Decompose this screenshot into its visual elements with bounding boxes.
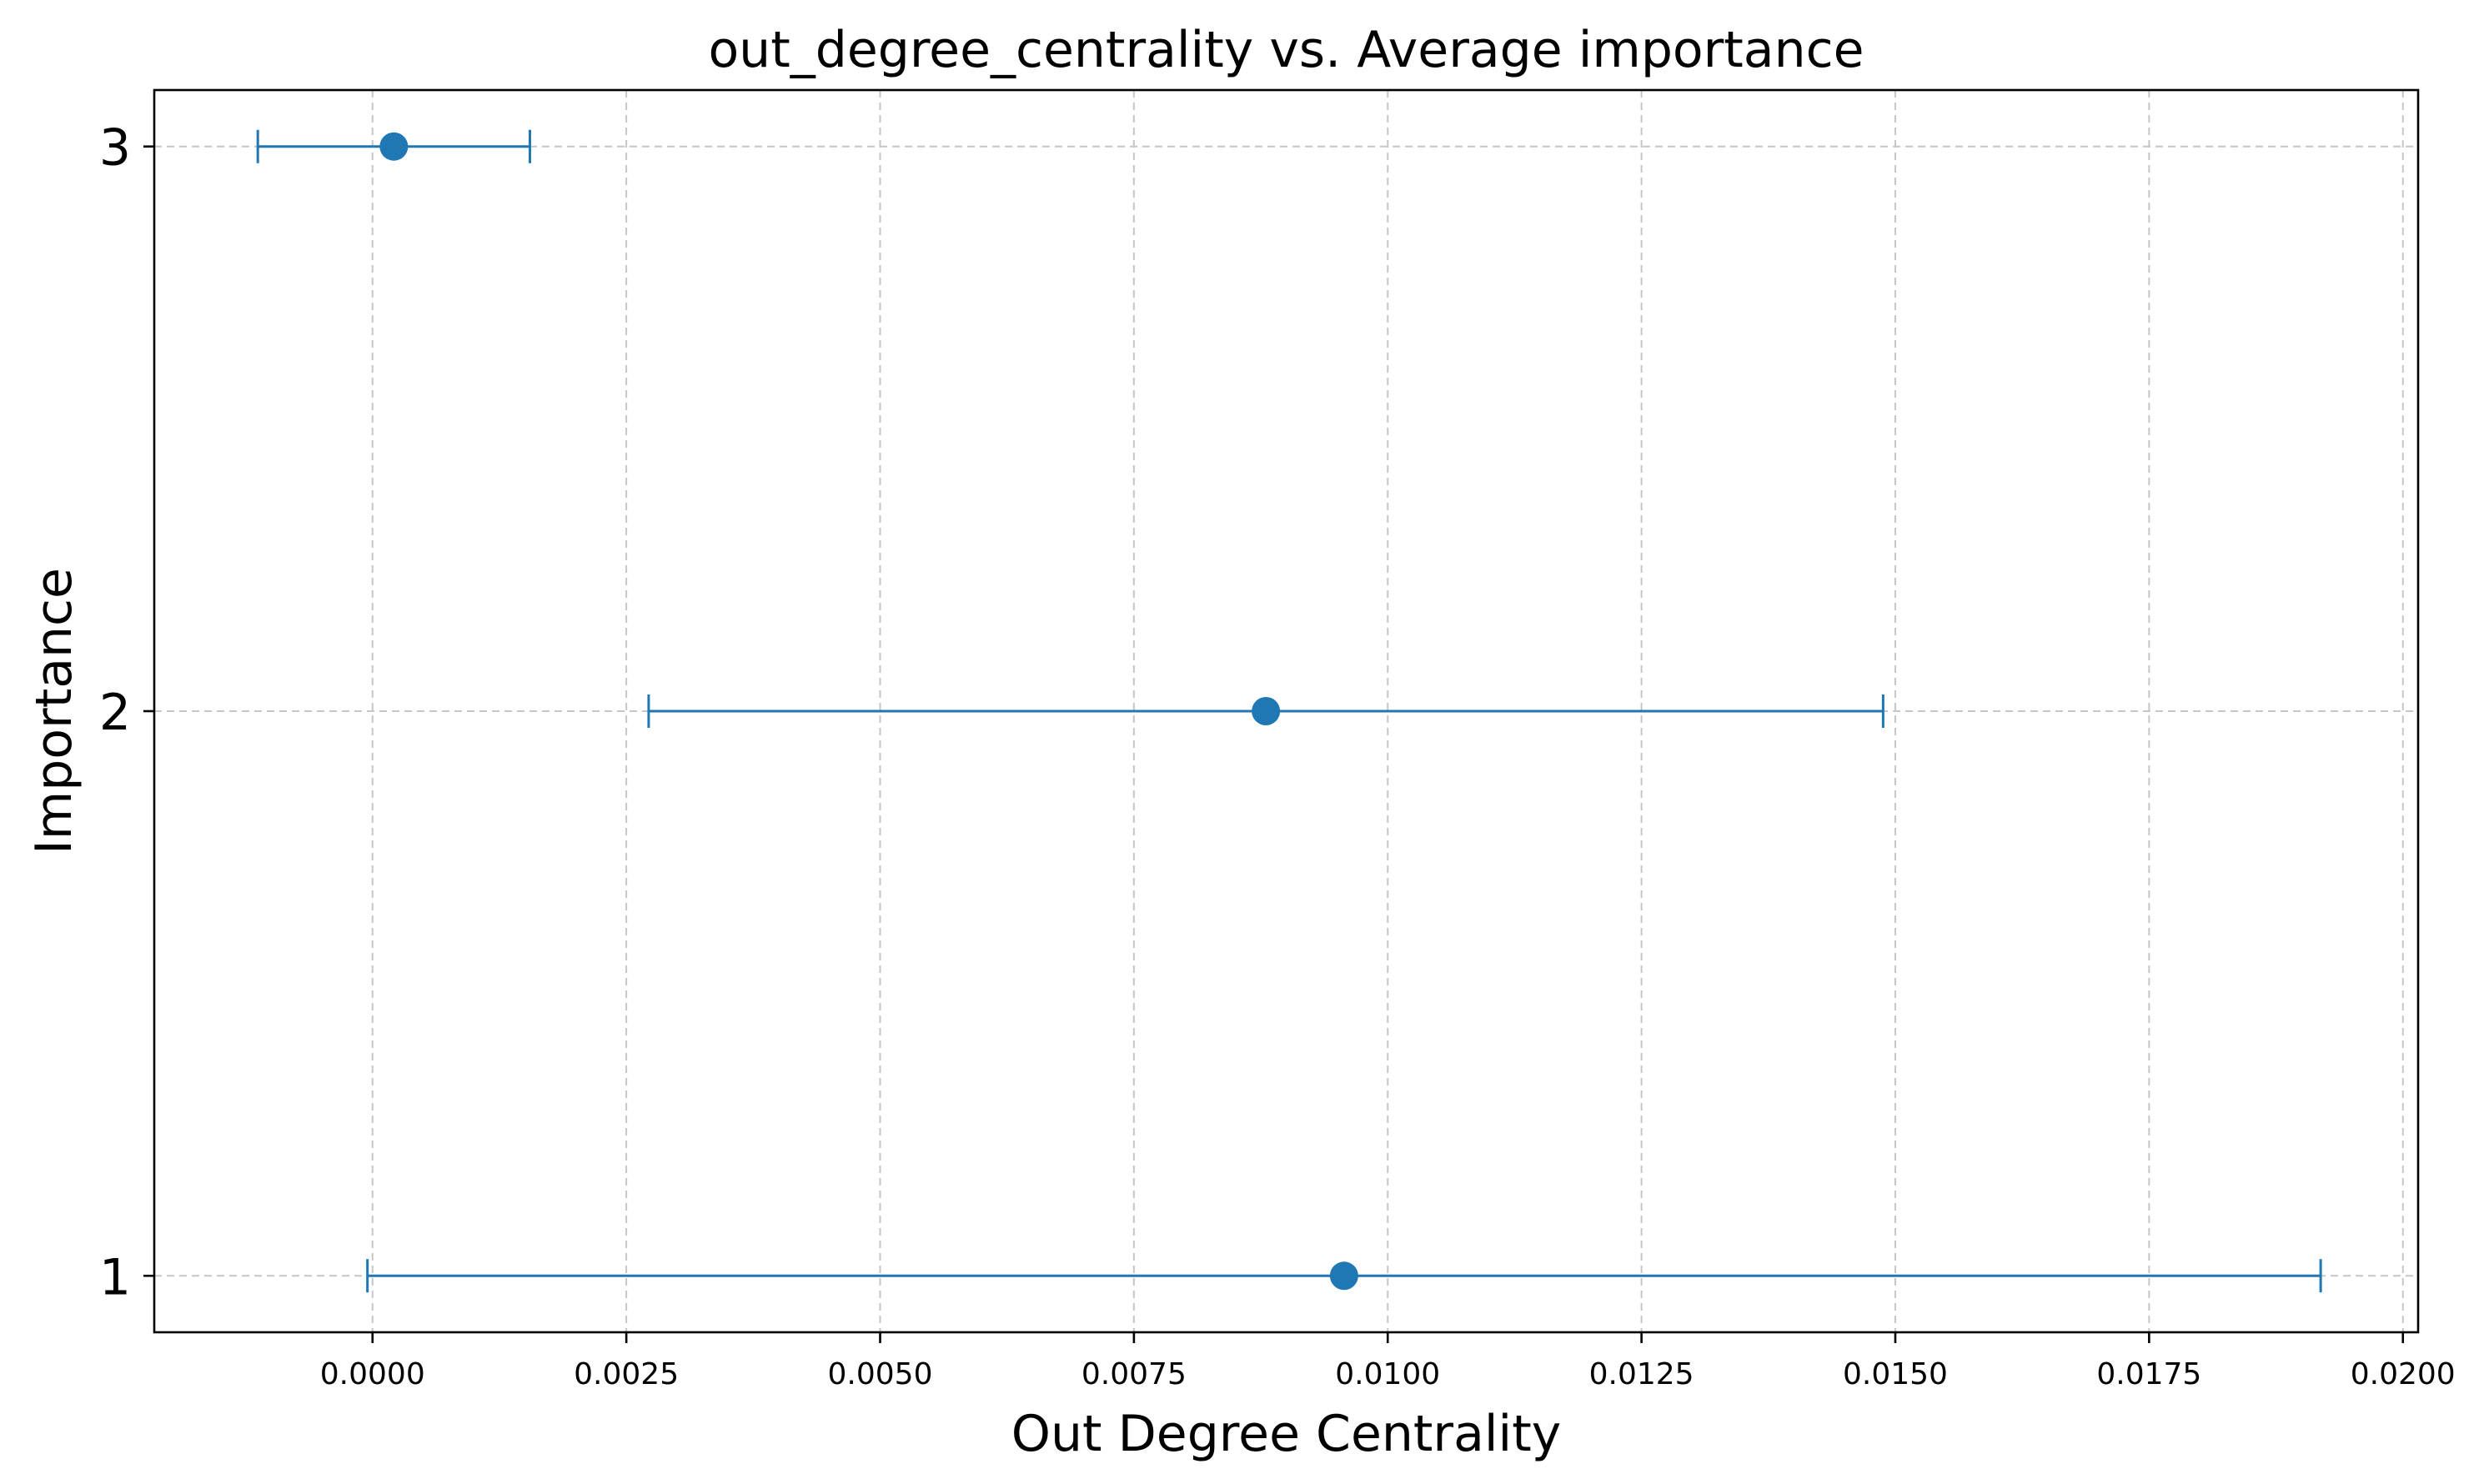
data-point: [1329, 1261, 1358, 1291]
x-tick-label: 0.0175: [2096, 1357, 2201, 1391]
x-tick-label: 0.0125: [1589, 1357, 1694, 1391]
y-axis-label: Importance: [25, 568, 83, 855]
ticks-layer: 0.0000 0.0025 0.0050 0.0075 0.0100 0.0125 0.01…: [99, 119, 2456, 1391]
data-point: [379, 132, 409, 161]
x-tick-label: 0.0150: [1843, 1357, 1948, 1391]
data-point: [1252, 697, 1281, 725]
x-tick-label: 0.0100: [1335, 1357, 1440, 1391]
x-tick-label: 0.0025: [574, 1357, 679, 1391]
x-tick-label: 0.0200: [2351, 1357, 2456, 1391]
y-tick-label: 2: [99, 684, 131, 742]
x-tick-label: 0.0075: [1081, 1357, 1187, 1391]
x-axis-label: Out Degree Centrality: [1011, 1405, 1561, 1463]
x-tick-label: 0.0000: [320, 1357, 425, 1391]
y-tick-label: 1: [99, 1248, 131, 1306]
x-tick-label: 0.0050: [828, 1357, 933, 1391]
series-layer: [256, 129, 2322, 1293]
y-tick-label: 3: [99, 119, 131, 178]
chart-title: out_degree_centrality vs. Average import…: [708, 21, 1864, 79]
